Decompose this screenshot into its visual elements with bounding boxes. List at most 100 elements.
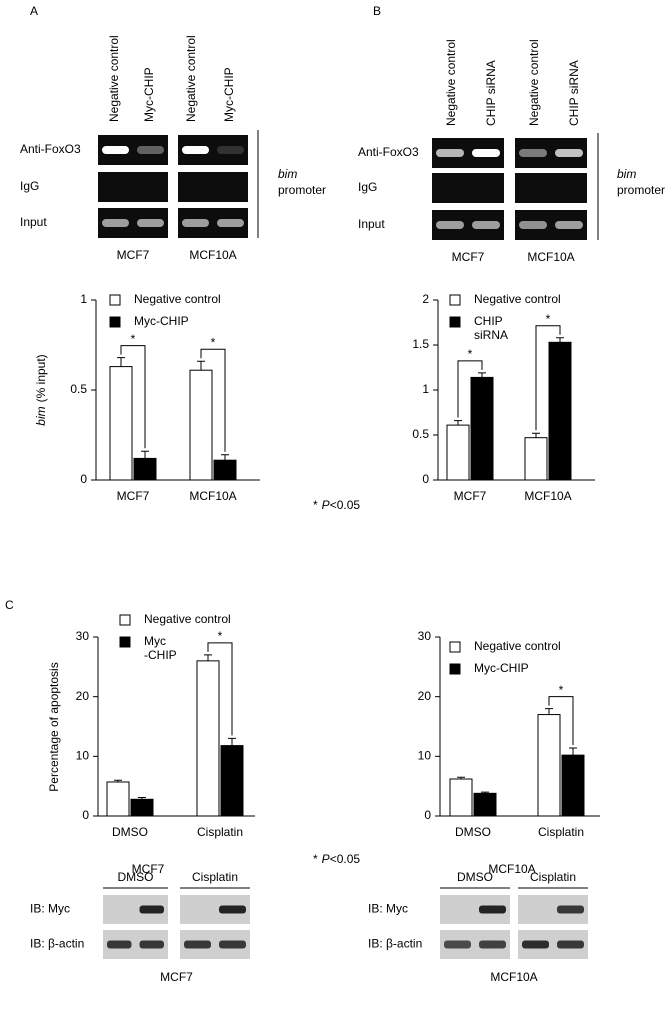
y-tick-label: 1: [80, 292, 87, 306]
error-bar: [478, 372, 486, 378]
bar: [537, 714, 561, 817]
gel-band: [472, 149, 500, 157]
bar: [106, 781, 130, 817]
y-tick-label: 0: [424, 808, 431, 822]
significance-bracket: [207, 642, 233, 736]
y-tick-label: 1.5: [412, 337, 429, 351]
footnote-star: *: [313, 852, 318, 866]
significance-bracket: [535, 325, 561, 431]
significance-label: *: [559, 683, 564, 697]
legend-label: Myc-CHIP: [134, 314, 189, 328]
y-tick-label: 2: [422, 292, 429, 306]
footnote-star: *: [313, 498, 318, 512]
bar: [220, 745, 244, 817]
gel: [515, 173, 587, 203]
x-tick-label: MCF7: [117, 489, 150, 503]
error-bar: [545, 708, 553, 715]
x-tick-label: DMSO: [112, 825, 148, 839]
legend-swatch: [449, 663, 461, 675]
panel-label: C: [5, 598, 14, 612]
y-tick-label: 0: [80, 472, 87, 486]
error-bar: [197, 360, 205, 371]
error-bar: [481, 791, 489, 794]
error-bar: [569, 747, 577, 756]
blot-band: [479, 940, 506, 949]
bar: [446, 424, 470, 481]
legend-swatch: [119, 614, 131, 626]
target-label: bim: [278, 167, 297, 181]
blot-band: [557, 905, 584, 914]
bar: [449, 778, 473, 817]
gel-band: [217, 146, 244, 154]
x-axis-label: MCF10A: [488, 862, 535, 876]
cell-line-label: MCF10A: [189, 248, 236, 262]
bar: [130, 798, 154, 817]
row-label: IB: β-actin: [30, 937, 84, 951]
row-label: Input: [20, 215, 47, 229]
legend-swatch: [119, 636, 131, 648]
legend-swatch: [109, 294, 121, 306]
cell-line-label: MCF7: [117, 248, 150, 262]
footnote-p: P: [322, 852, 330, 866]
legend-label: Negative control: [474, 639, 561, 653]
gel: [178, 172, 248, 202]
panel-label: A: [30, 4, 38, 18]
gel: [432, 173, 504, 203]
bar: [196, 660, 220, 817]
gel-band: [102, 146, 129, 154]
target-label: promoter: [278, 183, 326, 197]
blot-band: [522, 940, 549, 949]
blot-band: [139, 940, 164, 949]
legend-label: Negative control: [474, 292, 561, 306]
lane-label: Myc-CHIP: [222, 67, 236, 122]
cell-line-label: MCF7: [160, 970, 193, 984]
error-bar: [532, 432, 540, 438]
lane-label: Negative control: [107, 35, 121, 122]
significance-bracket: [200, 348, 226, 452]
panel-label: B: [373, 4, 381, 18]
gel-band: [519, 221, 547, 229]
y-tick-label: 10: [76, 749, 90, 763]
gel-band: [555, 221, 583, 229]
row-label: Anti-FoxO3: [20, 142, 81, 156]
cell-line-label: MCF10A: [490, 970, 537, 984]
y-tick-label: 20: [76, 689, 90, 703]
footnote-p: P: [322, 498, 330, 512]
legend-label: Myc-CHIP: [474, 661, 529, 675]
y-axis-label: bim (% input): [34, 354, 48, 425]
error-bar: [141, 450, 149, 459]
bar: [189, 369, 213, 481]
legend-swatch: [109, 316, 121, 328]
error-bar: [228, 737, 236, 746]
gel-band: [217, 219, 244, 227]
significance-label: *: [218, 629, 223, 643]
bar: [473, 792, 497, 817]
error-bar: [556, 337, 564, 343]
bar: [133, 457, 157, 481]
x-tick-label: MCF10A: [524, 489, 571, 503]
footnote-text: <0.05: [330, 498, 361, 512]
treatment-label: Cisplatin: [192, 870, 238, 884]
gel-band: [137, 219, 164, 227]
bar: [561, 754, 585, 817]
row-label: IgG: [20, 179, 39, 193]
bar: [548, 341, 572, 481]
significance-bracket: [120, 345, 146, 449]
bar: [524, 437, 548, 481]
significance-label: *: [211, 335, 216, 349]
blot-band: [557, 940, 584, 949]
row-label: IB: Myc: [368, 902, 408, 916]
legend-swatch: [449, 294, 461, 306]
error-bar: [204, 654, 212, 661]
lane-label: Negative control: [184, 35, 198, 122]
bar: [213, 459, 237, 481]
gel-band: [519, 149, 547, 157]
x-tick-label: Cisplatin: [197, 825, 243, 839]
lane-label: CHIP siRNA: [484, 60, 498, 126]
x-tick-label: MCF7: [454, 489, 487, 503]
blot-band: [139, 905, 164, 914]
error-bar: [138, 797, 146, 800]
gel-band: [436, 221, 464, 229]
y-tick-label: 20: [418, 689, 432, 703]
gel-band: [182, 146, 209, 154]
